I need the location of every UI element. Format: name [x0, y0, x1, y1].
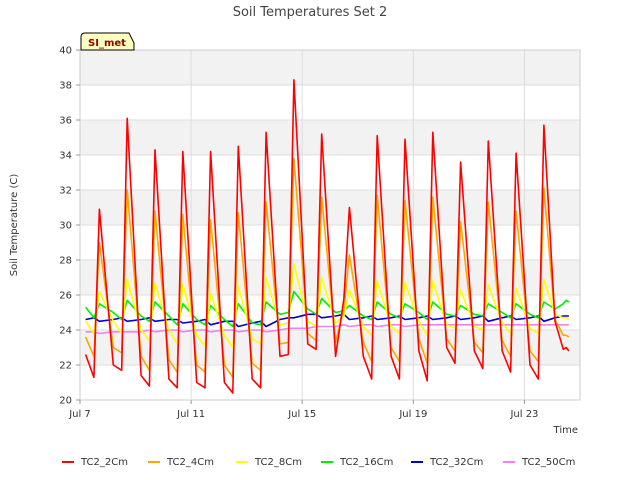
plot-band [80, 50, 580, 85]
y-tick-label: 38 [59, 81, 72, 92]
plot-band [80, 190, 580, 225]
y-tick-label: 24 [59, 326, 72, 337]
series-line-tc2-2cm [84, 79, 570, 394]
legend-label: TC2_16Cm [339, 457, 393, 468]
annotation-badge: SI_met [80, 32, 135, 51]
x-tick-label: Jul 15 [287, 409, 316, 420]
legend-item-tc2-32cm: TC2_32Cm [411, 457, 483, 468]
y-tick-label: 20 [59, 396, 72, 407]
annotation-label: SI_met [88, 38, 126, 49]
legend-label: TC2_50Cm [521, 457, 575, 468]
legend-item-tc2-50cm: TC2_50Cm [503, 457, 575, 468]
y-tick-label: 28 [59, 256, 72, 267]
y-tick-label: 30 [59, 221, 72, 232]
legend-item-tc2-16cm: TC2_16Cm [321, 457, 393, 468]
legend-label: TC2_8Cm [254, 457, 302, 468]
series-line-tc2-16cm [84, 290, 570, 328]
series-line-tc2-8cm [84, 262, 570, 349]
chart-title: Soil Temperatures Set 2 [233, 5, 388, 20]
legend-item-tc2-2cm: TC2_2Cm [62, 457, 128, 468]
y-tick-label: 22 [59, 361, 72, 372]
series-layer [84, 79, 570, 394]
y-tick-label: 40 [59, 46, 72, 57]
legend-item-tc2-4cm: TC2_4Cm [148, 457, 214, 468]
y-axis-label: Soil Temperature (C) [9, 174, 20, 277]
legend-label: TC2_4Cm [166, 457, 214, 468]
legend-item-tc2-8cm: TC2_8Cm [236, 457, 302, 468]
x-tick-label: Jul 7 [68, 409, 91, 420]
y-tick-label: 32 [59, 186, 72, 197]
x-axis-label: Time [553, 425, 578, 436]
x-tick-label: Jul 23 [509, 409, 538, 420]
x-tick-label: Jul 11 [176, 409, 205, 420]
plot-band [80, 120, 580, 155]
legend: TC2_2Cm TC2_4Cm TC2_8Cm TC2_16Cm TC2_32Cm TC2… [62, 457, 575, 468]
plot-band [80, 330, 580, 365]
x-tick-label: Jul 19 [398, 409, 427, 420]
y-tick-label: 36 [59, 116, 72, 127]
legend-label: TC2_32Cm [429, 457, 483, 468]
series-line-tc2-32cm [85, 313, 569, 328]
axes: 20 22 24 26 28 30 32 34 36 38 40 Jul 7 Jul 11 Jul 15 J… [59, 46, 581, 420]
legend-label: TC2_2Cm [80, 457, 128, 468]
y-tick-label: 34 [59, 151, 72, 162]
y-tick-label: 26 [59, 291, 72, 302]
